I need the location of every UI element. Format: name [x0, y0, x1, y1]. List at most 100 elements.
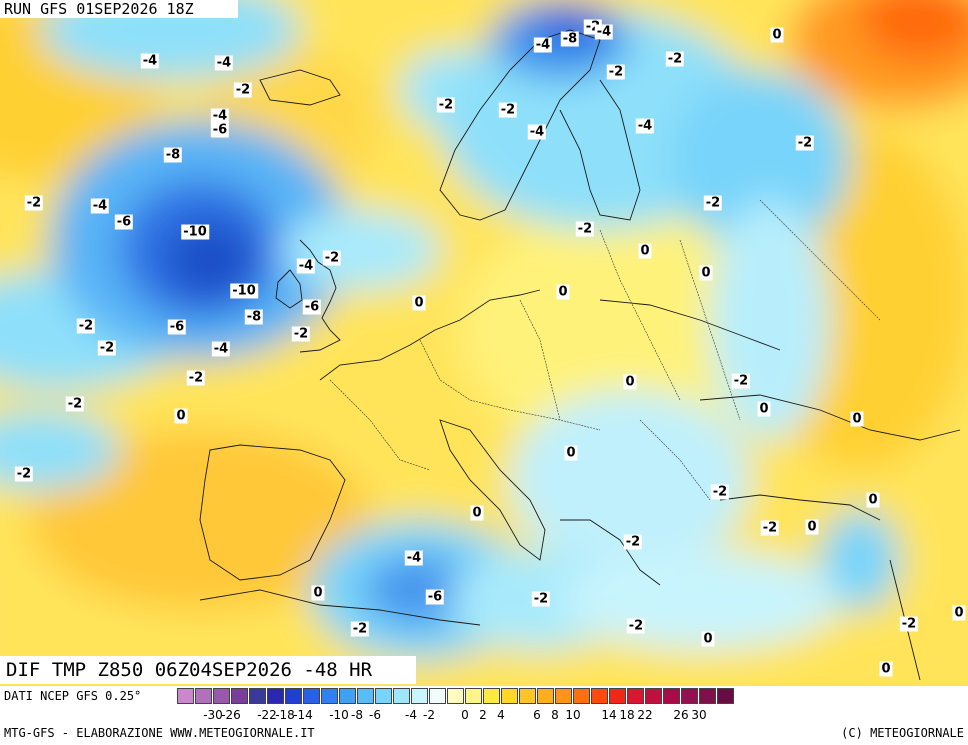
- legend-swatch: [465, 688, 482, 704]
- contour-label: -2: [24, 195, 44, 211]
- contour-label: 0: [866, 492, 880, 508]
- legend-tick-label: -22: [257, 708, 277, 722]
- legend-swatch: [573, 688, 590, 704]
- contour-label: -2: [606, 64, 626, 80]
- contour-label: -4: [533, 37, 553, 53]
- contour-label: -4: [404, 550, 424, 566]
- contour-label: -2: [498, 102, 518, 118]
- legend-tick-label: -4: [405, 708, 417, 722]
- legend-swatch: [483, 688, 500, 704]
- legend-swatch: [267, 688, 284, 704]
- contour-label: -2: [703, 195, 723, 211]
- contour-label: -4: [90, 198, 110, 214]
- contour-label: -4: [214, 55, 234, 71]
- legend-tick-label: 6: [533, 708, 541, 722]
- legend-tick-label: -26: [221, 708, 241, 722]
- contour-label: 0: [757, 401, 771, 417]
- contour-label: -2: [626, 618, 646, 634]
- color-scale-ticks: -30 -26 -22 -18 -14 -10 -8 -6 -4 -2 0 2 4 6 8 10 14 18 22 2…: [177, 708, 968, 722]
- legend-swatch: [555, 688, 572, 704]
- contour-label: -2: [760, 520, 780, 536]
- contour-label: -2: [531, 591, 551, 607]
- contour-label: -6: [114, 214, 134, 230]
- legend-swatch: [447, 688, 464, 704]
- legend-swatch: [393, 688, 410, 704]
- run-title: RUN GFS 01SEP2026 18Z: [0, 0, 238, 18]
- contour-label: 0: [699, 265, 713, 281]
- temperature-anomaly-map: [0, 0, 968, 686]
- legend-panel: DATI NCEP GFS 0.25° -30 -26 -22 -18 -14 -10 -8…: [0, 686, 968, 745]
- contour-label: -4: [296, 258, 316, 274]
- legend-tick-label: -6: [369, 708, 381, 722]
- contour-label: -6: [210, 122, 230, 138]
- legend-swatch: [537, 688, 554, 704]
- legend-swatch: [429, 688, 446, 704]
- legend-swatch: [501, 688, 518, 704]
- contour-label: 0: [623, 374, 637, 390]
- credit-text: MTG-GFS - ELABORAZIONE WWW.METEOGIORNALE…: [4, 726, 315, 740]
- legend-tick-label: 14: [601, 708, 617, 722]
- legend-tick-label: -30: [203, 708, 223, 722]
- contour-label: 0: [470, 505, 484, 521]
- contour-label: -2: [291, 326, 311, 342]
- contour-label: -2: [186, 370, 206, 386]
- legend-swatch: [663, 688, 680, 704]
- contour-label: 0: [564, 445, 578, 461]
- contour-label: -2: [795, 135, 815, 151]
- legend-swatch: [411, 688, 428, 704]
- contour-label: -2: [623, 534, 643, 550]
- color-scale-bar: [177, 688, 735, 704]
- data-source-label: DATI NCEP GFS 0.25°: [4, 689, 142, 703]
- contour-label: 0: [311, 585, 325, 601]
- legend-swatch: [285, 688, 302, 704]
- legend-swatch: [519, 688, 536, 704]
- contour-label: 0: [638, 243, 652, 259]
- contour-label: -2: [97, 340, 117, 356]
- contour-label: -2: [350, 621, 370, 637]
- legend-tick-label: 18: [619, 708, 635, 722]
- contour-label: -2: [436, 97, 456, 113]
- contour-label: -2: [76, 318, 96, 334]
- contour-label: -2: [233, 82, 253, 98]
- legend-swatch: [717, 688, 734, 704]
- contour-label: -6: [425, 589, 445, 605]
- legend-tick-label: 2: [479, 708, 487, 722]
- contour-label: -2: [710, 484, 730, 500]
- contour-label: 0: [879, 661, 893, 677]
- legend-tick-label: 10: [565, 708, 581, 722]
- contour-label: -6: [302, 299, 322, 315]
- contour-label: -2: [322, 250, 342, 266]
- legend-swatch: [357, 688, 374, 704]
- contour-label: -2: [665, 51, 685, 67]
- contour-label: 0: [770, 27, 784, 43]
- contour-label: 0: [850, 411, 864, 427]
- contour-label: -8: [244, 309, 264, 325]
- legend-swatch: [591, 688, 608, 704]
- contour-label: -8: [560, 31, 580, 47]
- contour-label: -2: [575, 221, 595, 237]
- contour-label: -4: [211, 341, 231, 357]
- contour-label: -4: [140, 53, 160, 69]
- contour-label: -2: [14, 466, 34, 482]
- legend-tick-label: -8: [351, 708, 363, 722]
- legend-tick-label: 0: [461, 708, 469, 722]
- legend-swatch: [249, 688, 266, 704]
- legend-swatch: [213, 688, 230, 704]
- legend-tick-label: 8: [551, 708, 559, 722]
- contour-label: 0: [701, 631, 715, 647]
- legend-swatch: [627, 688, 644, 704]
- legend-swatch: [699, 688, 716, 704]
- legend-swatch: [645, 688, 662, 704]
- contour-label: -4: [210, 108, 230, 124]
- legend-tick-label: 22: [637, 708, 653, 722]
- contour-label: 0: [805, 519, 819, 535]
- legend-swatch: [303, 688, 320, 704]
- legend-swatch: [339, 688, 356, 704]
- anomaly-field: [0, 0, 968, 686]
- contour-label: -10: [181, 224, 209, 240]
- copyright-text: (C) METEOGIORNALE: [841, 726, 964, 740]
- legend-swatch: [177, 688, 194, 704]
- legend-tick-label: 26: [673, 708, 689, 722]
- contour-label: -2: [899, 616, 919, 632]
- contour-label: 0: [412, 295, 426, 311]
